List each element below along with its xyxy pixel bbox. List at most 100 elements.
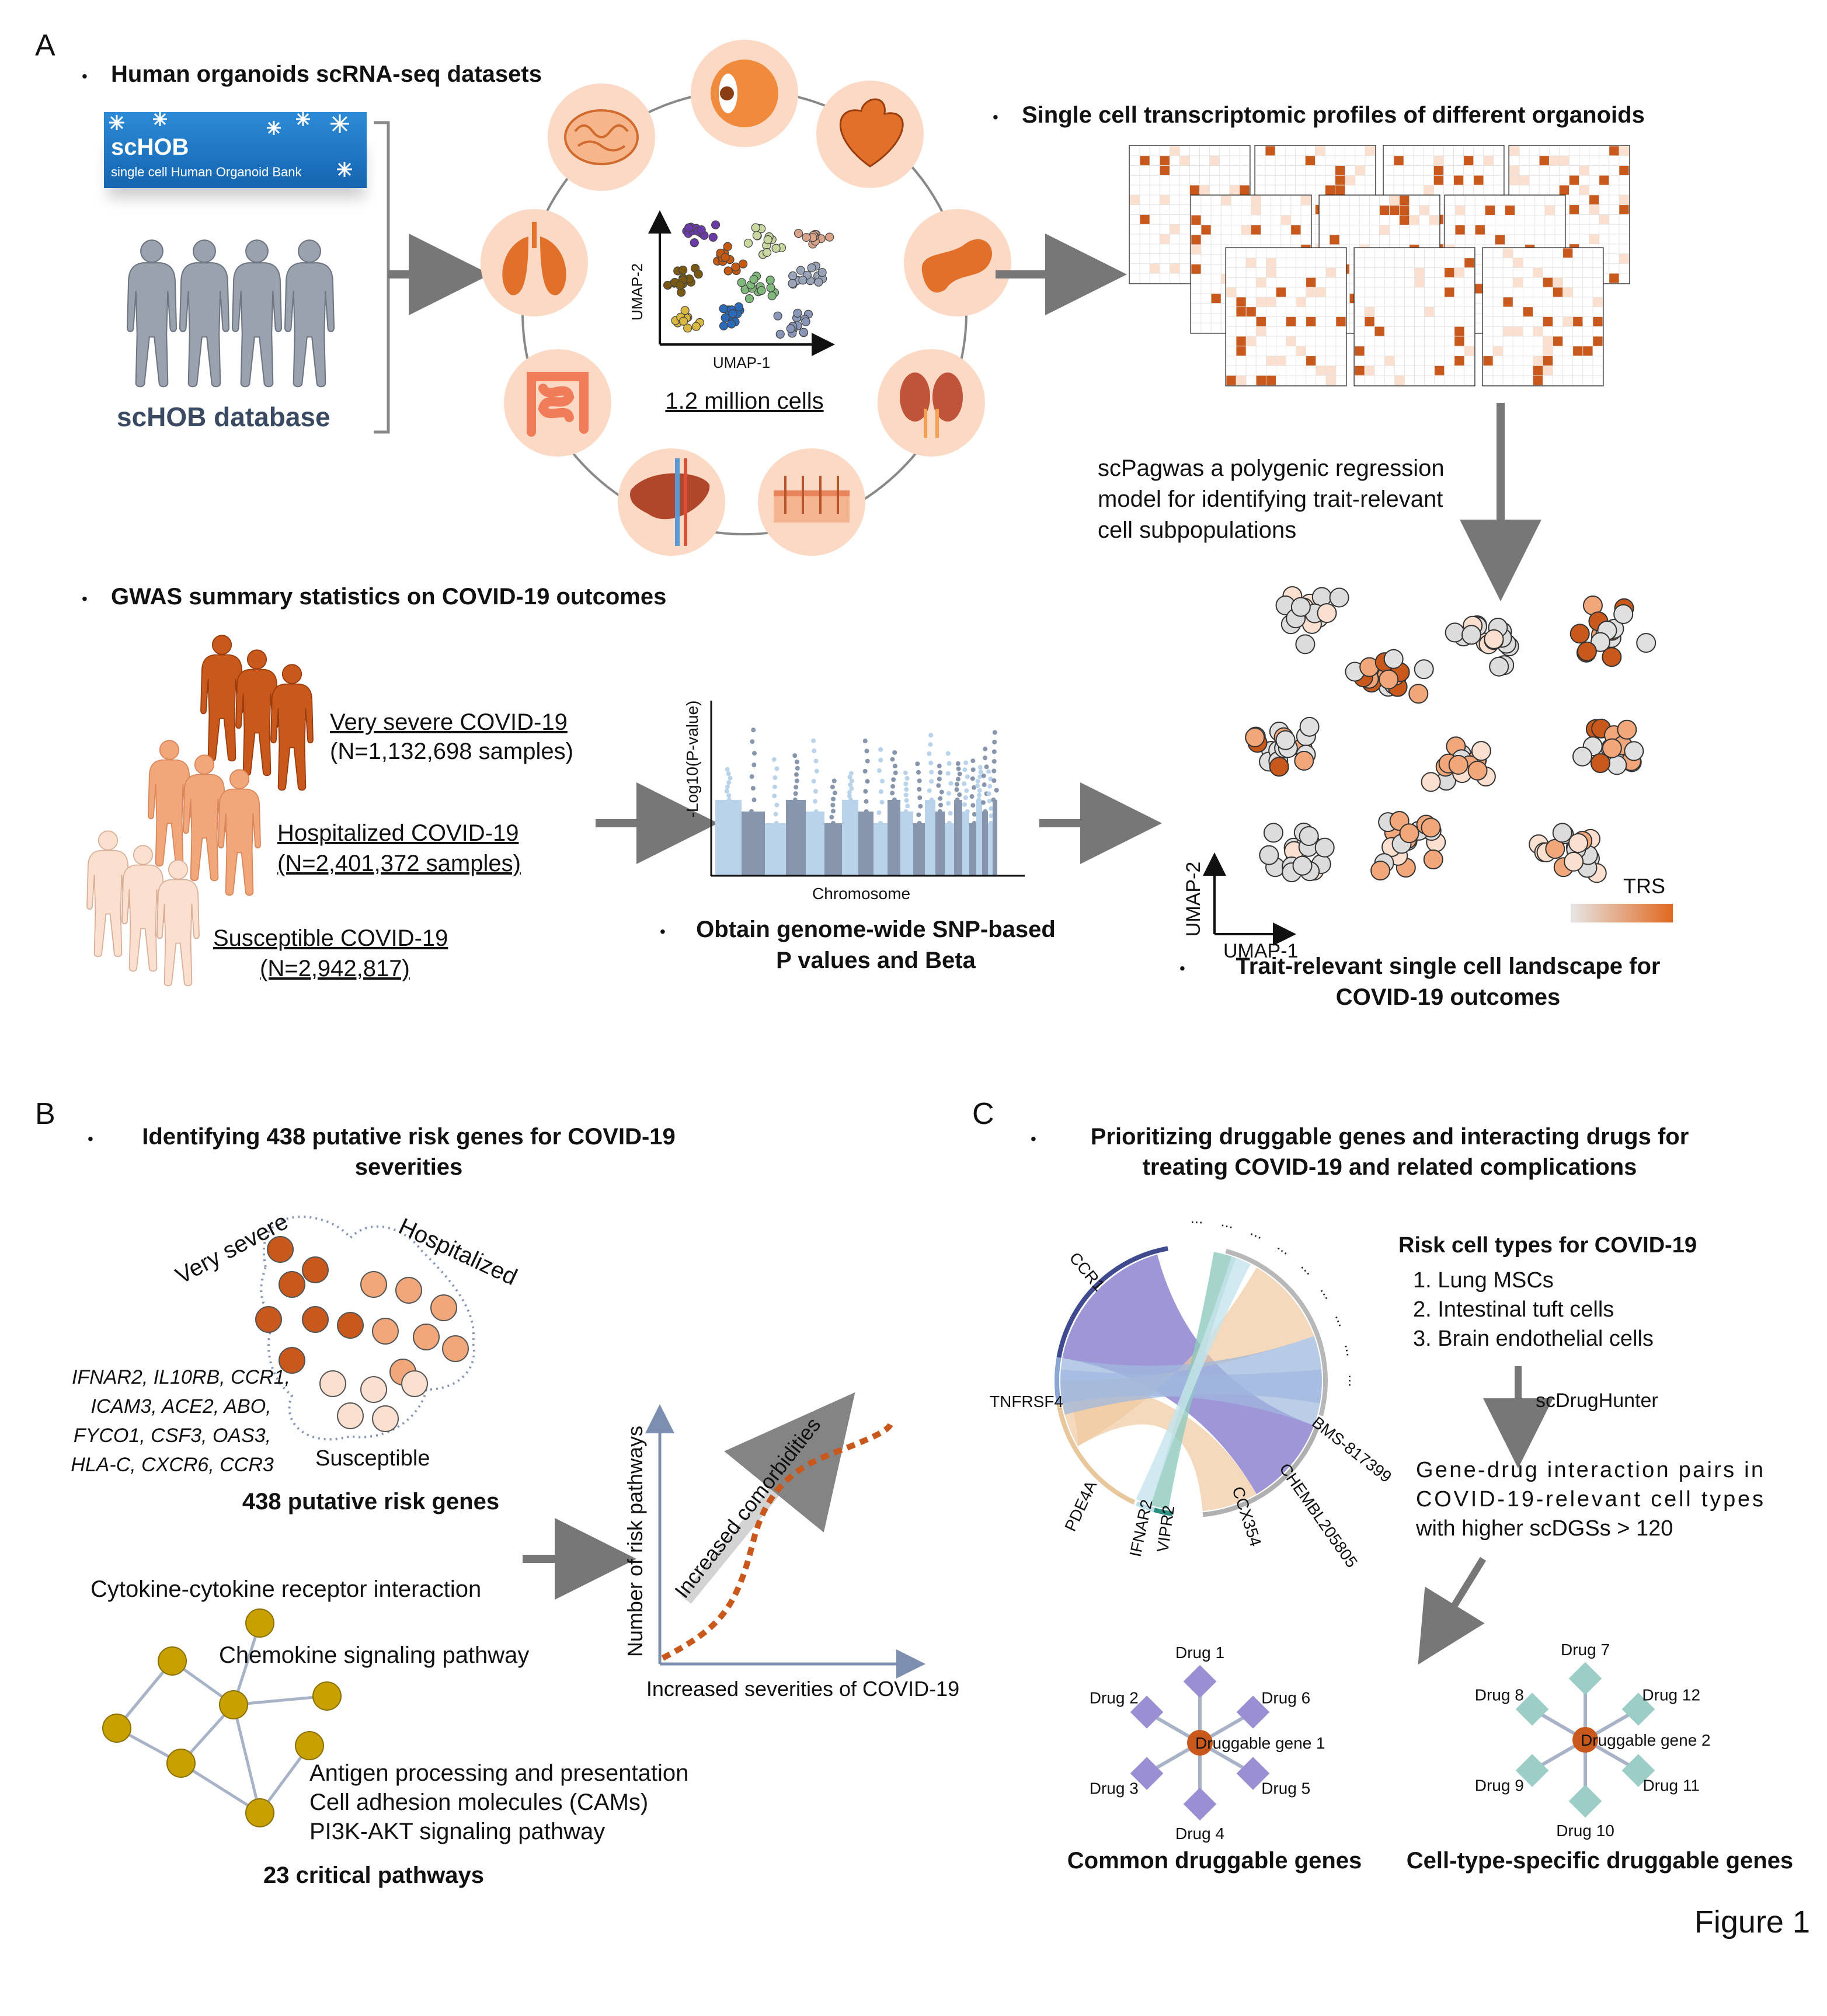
trs-cluster [1570,595,1657,667]
manhattan-y-label: -Log10(P-value) [683,701,701,818]
trs-cluster [1445,615,1519,677]
pairs-line-1: Gene-drug interaction pairs in [1416,1458,1763,1482]
lung-icon [481,209,588,316]
drug-node [1515,1754,1549,1787]
susceptible-gene-dot [319,1370,346,1397]
human-population-icon [126,239,335,388]
umap-cluster [737,271,779,304]
obtain-line-2: P values and Beta [776,948,976,973]
pathway-node [219,1690,248,1719]
umap-cluster [713,242,748,276]
susceptible-gene-dot [401,1370,428,1397]
pancreas-icon [904,209,1011,316]
scrna-title: Human organoids scRNA-seq datasets [111,61,542,87]
obtain-line-1: Obtain genome-wide SNP-based [696,917,1056,942]
pairs-line-3: with higher scDGSs > 120 [1415,1516,1673,1541]
chromosome-band [806,738,824,876]
drug-label: Drug 7 [1561,1641,1610,1659]
trs-umap-x-label: UMAP-1 [1223,940,1298,962]
chromosome-band [913,761,925,876]
pathway-node [295,1731,324,1760]
drug-label: Drug 5 [1261,1780,1310,1798]
panel-b-title-2: severities [355,1154,463,1180]
trend-y-label: Number of risk pathways [623,1426,647,1657]
kidney-icon [878,349,985,457]
cell-count: 1.2 million cells [665,388,823,414]
bullet-dot: • [660,922,666,941]
susceptible-gene-dot [372,1405,399,1432]
scpagwas-line-1: scPagwas a polygenic regression [1098,455,1445,481]
svg-text:...: ... [1220,1212,1236,1232]
chromosome-band [925,733,935,876]
very-severe-gene-dot [279,1271,305,1298]
chromosome-band [945,751,954,876]
chord-ribbon [1136,1256,1251,1506]
drug-node [1236,1757,1270,1790]
db-label: scHOB database [117,402,330,432]
snowflake-icons [109,112,352,177]
chromosome-band [991,730,999,876]
umap-cluster [773,308,813,339]
panel-c-title-2: treating COVID-19 and related complicati… [1143,1154,1637,1180]
pathway-4: Cell adhesion molecules (CAMs) [309,1789,648,1815]
pathway-5: PI3K-AKT signaling pathway [309,1819,605,1844]
pathway-node [166,1749,196,1778]
scdrughunter-label: scDrugHunter [1536,1390,1658,1412]
drug-node [1621,1693,1655,1726]
druggable-gene-node [1572,1727,1598,1753]
gene-line-3: FYCO1, CSF3, OAS3, [74,1425,271,1447]
profiles-title: Single cell transcriptomic profiles of d… [1022,102,1645,128]
very-severe-gene-dot [302,1256,329,1283]
drug-node [1130,1757,1164,1790]
very-severe-label: Very severe COVID-19 [330,709,568,735]
panel-b-letter: B [35,1097,55,1131]
comorbidity-arrow [681,1392,855,1604]
chord-segment [1056,1404,1136,1505]
covid-population-icon [86,635,314,987]
landscape-line-2: COVID-19 outcomes [1336,984,1561,1010]
gene-line-4: HLA-C, CXCR6, CCR3 [71,1454,274,1476]
brain-icon [548,83,655,191]
panel-c: C • Prioritizing druggable genes and int… [972,1097,1793,1874]
pathway-node [312,1681,342,1711]
chromosome-band [824,778,842,876]
chromosome-band [981,746,989,876]
trend-plot: Number of risk pathways Increased severi… [623,1392,959,1701]
chord-label-ifnar2: IFNAR2 [1126,1498,1156,1558]
specific-druggable-label: Cell-type-specific druggable genes [1407,1848,1793,1874]
umap-cluster [719,302,744,330]
bullet-dot: • [993,108,998,126]
pathway-node [158,1646,187,1676]
chromosome-band [975,765,983,876]
chord-segment [1055,1357,1062,1405]
hospitalized-gene-dot [442,1335,469,1362]
critical-pathways: 23 critical pathways [263,1862,484,1888]
chord-segment [1153,1507,1173,1516]
risk-cell-title: Risk cell types for COVID-19 [1398,1233,1697,1258]
scpagwas-line-2: model for identifying trait-relevant [1098,486,1443,512]
pathway-node [245,1798,274,1827]
svg-text:...: ... [1275,1237,1295,1258]
drug-label: Drug 2 [1090,1689,1139,1707]
svg-text:...: ... [1317,1282,1339,1303]
organ-circles [481,40,1011,556]
umap-cluster [788,262,827,289]
chord-diagram [1055,1246,1328,1517]
chromosome-band [842,771,858,876]
gene-line-2: ICAM3, ACE2, ABO, [91,1395,271,1418]
umap-mini-clusters [663,220,834,339]
bullet-dot: • [1179,959,1185,977]
drug-node [1236,1695,1270,1729]
druggable-gene-label: Druggable gene 1 [1195,1734,1325,1752]
trs-legend-label: TRS [1623,874,1665,898]
drug-label: Drug 3 [1090,1780,1139,1798]
chord-segment [1135,1501,1155,1512]
chromosome-band [742,727,765,876]
venn-gene-dots [255,1236,469,1432]
bullet-dot: • [1031,1130,1036,1148]
druggable-gene-node [1187,1730,1213,1756]
chromosome-band [969,758,977,876]
gene-line-1: IFNAR2, IL10RB, CCR1, [72,1366,290,1388]
bullet-dot: • [82,67,88,85]
common-druggable-network: Drug 1 Drug 6 Drug 5 Drug 4 Drug 3 Drug 2 Drug… [1090,1644,1325,1843]
